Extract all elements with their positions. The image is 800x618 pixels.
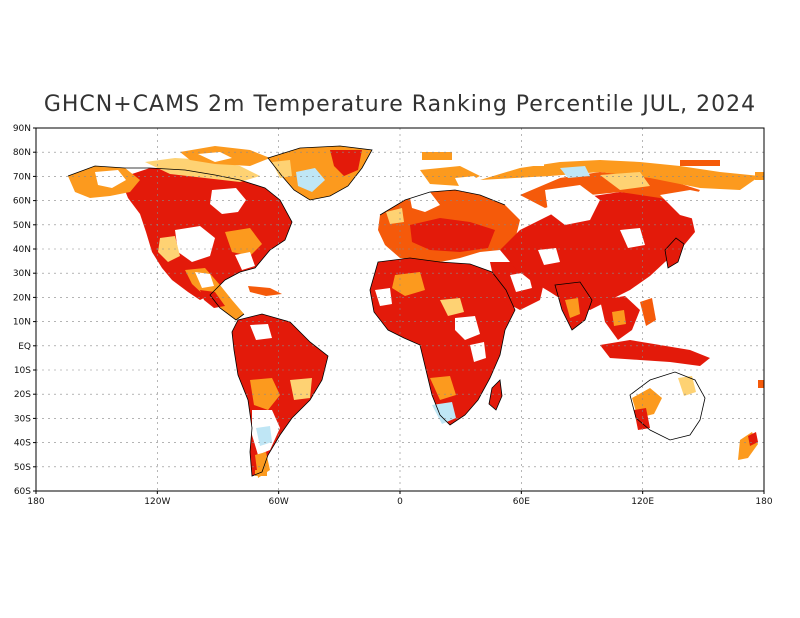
lon-tick-label: 120W	[144, 497, 170, 507]
lat-tick-label: 20N	[13, 293, 31, 303]
lat-tick-label: 90N	[13, 124, 31, 134]
lat-tick-label: 30S	[14, 414, 31, 424]
lat-tick-label: 30N	[13, 269, 31, 279]
lon-tick-label: 180	[755, 497, 772, 507]
land-fill-layer	[67, 145, 764, 478]
north-america-region	[68, 146, 292, 320]
lat-tick-label: 60S	[14, 487, 31, 497]
lon-tick-label: 60W	[268, 497, 288, 507]
lat-tick-label: 20S	[14, 390, 31, 400]
lat-tick-label: 70N	[13, 172, 31, 182]
africa-region	[370, 258, 545, 425]
lon-tick-label: 60E	[513, 497, 530, 507]
latitude-tick-labels: 90N 80N 70N 60N 50N 40N 30N 20N 10N EQ 10S 20S 30S 40…	[13, 124, 31, 497]
australia-region	[630, 372, 758, 460]
lat-tick-label: 10S	[14, 366, 31, 376]
lon-tick-label: 120E	[631, 497, 654, 507]
graticule	[33, 127, 765, 494]
lat-tick-label: EQ	[18, 342, 31, 352]
lon-tick-label: 0	[397, 497, 403, 507]
asia-region	[480, 160, 760, 366]
coastlines	[67, 145, 706, 477]
lat-tick-label: 80N	[13, 148, 31, 158]
lat-tick-label: 50S	[14, 463, 31, 473]
map-title: GHCN+CAMS 2m Temperature Ranking Percent…	[43, 92, 757, 117]
lat-tick-label: 40N	[13, 245, 31, 255]
greenland-region	[268, 146, 372, 200]
longitude-tick-labels: 180 120W 60W 0 60E 120E 180	[27, 497, 772, 507]
island-cells	[255, 152, 764, 476]
europe-region	[378, 166, 520, 262]
lat-tick-label: 40S	[14, 439, 31, 449]
lat-tick-label: 60N	[13, 197, 31, 207]
lon-tick-label: 180	[27, 497, 44, 507]
map-frame	[35, 127, 765, 492]
lat-tick-label: 10N	[13, 318, 31, 328]
lat-tick-label: 50N	[13, 221, 31, 231]
